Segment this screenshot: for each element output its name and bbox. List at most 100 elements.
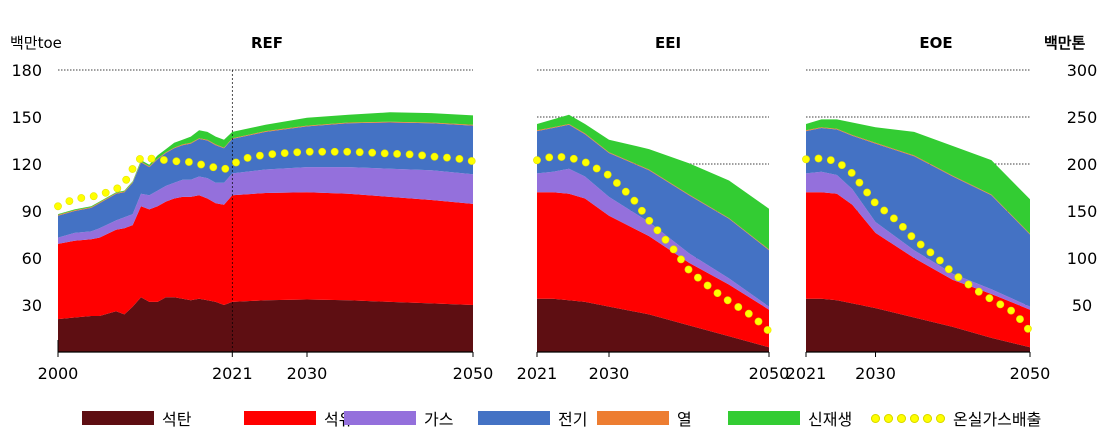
emission-dot xyxy=(944,265,953,274)
panel-title: EEI xyxy=(655,34,681,52)
emission-dot xyxy=(581,158,590,167)
emission-dot xyxy=(380,149,389,158)
emission-dot xyxy=(814,154,823,163)
emission-dot xyxy=(305,147,314,156)
panel-eoe: 2021 2030 2050 EOE xyxy=(786,34,1051,383)
legend-dot xyxy=(923,413,932,423)
legend-swatch xyxy=(597,411,669,425)
emission-dot xyxy=(936,256,944,265)
emission-dot xyxy=(65,197,74,205)
emission-dot xyxy=(557,153,566,161)
legend-dots xyxy=(871,411,945,425)
emission-dot xyxy=(255,151,264,160)
emission-dot xyxy=(318,147,327,156)
panel-title: REF xyxy=(251,34,283,52)
right-tick-label: 100 xyxy=(1067,249,1098,268)
emission-dot xyxy=(293,148,302,157)
emission-dot xyxy=(754,317,763,326)
legend-label: 전기 xyxy=(558,410,588,429)
legend-dot xyxy=(910,413,919,423)
emission-dot xyxy=(763,326,772,334)
legend-item-가스: 가스 xyxy=(344,403,453,433)
emission-dot xyxy=(870,198,879,207)
legend: 석탄 석유 가스 전기 열 신재생 온실가스배출 xyxy=(0,403,1110,437)
emission-dot xyxy=(405,150,414,159)
emission-dot xyxy=(232,158,240,167)
emission-dot xyxy=(592,164,601,173)
left-tick-label: 30 xyxy=(22,296,42,315)
x-tick-label: 2030 xyxy=(855,364,896,383)
emission-dot xyxy=(430,152,439,161)
emission-dot xyxy=(621,187,630,196)
emission-dot xyxy=(684,265,693,274)
legend-label: 석탄 xyxy=(162,410,192,429)
legend-swatch xyxy=(344,411,416,425)
emission-dot xyxy=(135,155,144,163)
emission-dot xyxy=(147,154,156,163)
emission-dot xyxy=(899,222,907,231)
legend-swatch xyxy=(82,411,154,425)
emission-dot xyxy=(243,153,252,162)
area-가스 xyxy=(58,167,473,244)
area-석유 xyxy=(537,192,769,348)
legend-dot xyxy=(871,413,880,423)
emission-dot xyxy=(393,149,401,158)
legend-swatch xyxy=(728,411,800,425)
x-tick-label: 2021 xyxy=(786,364,827,383)
emission-dot xyxy=(734,303,743,311)
emission-dot xyxy=(985,294,994,303)
right-tick-label: 300 xyxy=(1067,61,1098,80)
emission-dot xyxy=(1024,324,1032,333)
emission-dot xyxy=(209,163,218,172)
right-tick-label: 200 xyxy=(1067,155,1098,174)
panel-title: EOE xyxy=(919,34,952,52)
left-axis-unit: 백만toe xyxy=(10,34,62,52)
emission-dot xyxy=(838,161,846,169)
right-tick-label: 250 xyxy=(1067,108,1098,127)
emission-dot xyxy=(569,154,578,163)
legend-item-열: 열 xyxy=(597,403,692,433)
area-가스 xyxy=(806,171,1030,310)
area-석유 xyxy=(58,192,473,320)
legend-dot xyxy=(897,413,906,423)
legend-item-온실가스배출: 온실가스배출 xyxy=(871,403,1041,433)
right-axis-ticks: 50 100 150 200 250 300 xyxy=(1067,61,1098,315)
area-가스 xyxy=(537,168,769,310)
emission-dot xyxy=(826,156,835,164)
emission-dot xyxy=(355,148,364,157)
x-tick-label: 2030 xyxy=(287,364,328,383)
emission-dot xyxy=(880,206,889,215)
area-석탄 xyxy=(537,298,769,352)
x-tick-label: 2021 xyxy=(212,364,253,383)
left-tick-label: 120 xyxy=(11,155,42,174)
area-신재생 xyxy=(537,114,769,250)
x-tick-label: 2030 xyxy=(589,364,630,383)
emission-dot xyxy=(613,179,621,187)
emission-dot xyxy=(603,170,612,179)
emission-dot xyxy=(343,147,352,156)
area-전기 xyxy=(806,128,1030,307)
legend-label: 열 xyxy=(677,410,692,429)
left-tick-label: 180 xyxy=(11,61,42,80)
emission-dot xyxy=(172,157,181,166)
emission-dot xyxy=(54,202,62,211)
left-tick-label: 150 xyxy=(11,108,42,127)
emission-dot xyxy=(916,240,925,249)
legend-item-석탄: 석탄 xyxy=(82,403,191,433)
legend-label: 가스 xyxy=(424,410,454,429)
x-tick-label: 2050 xyxy=(749,364,790,383)
left-axis-ticks: 30 60 90 120 150 180 xyxy=(11,61,42,315)
legend-label: 온실가스배출 xyxy=(953,410,1042,429)
emission-dot xyxy=(744,309,753,318)
left-tick-label: 90 xyxy=(22,202,42,221)
legend-label: 신재생 xyxy=(808,410,853,429)
emission-dot xyxy=(638,206,646,215)
legend-item-신재생: 신재생 xyxy=(728,403,852,433)
emission-dot xyxy=(184,158,193,166)
right-tick-label: 150 xyxy=(1067,202,1098,221)
right-tick-label: 50 xyxy=(1072,296,1092,315)
emission-dot xyxy=(907,232,916,241)
emission-dot xyxy=(847,168,856,177)
emission-dot xyxy=(954,273,963,282)
emission-dot xyxy=(630,196,639,205)
